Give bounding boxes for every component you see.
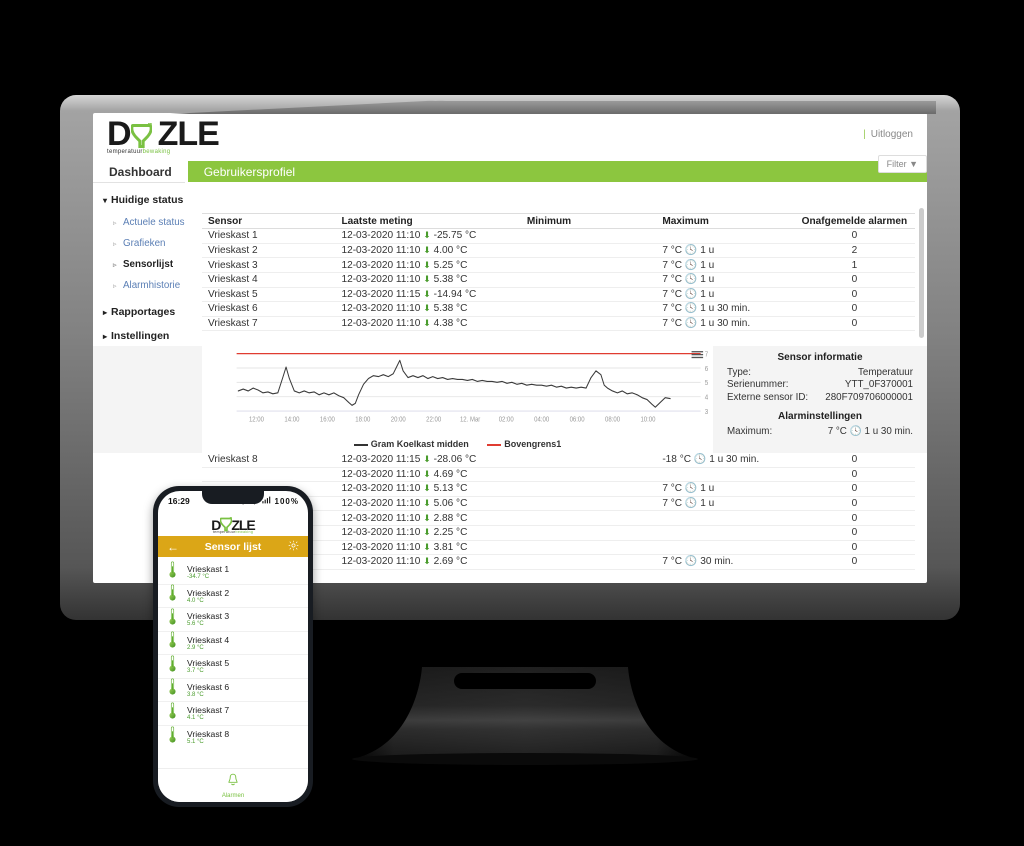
svg-text:5: 5 (705, 380, 709, 387)
svg-text:02:00: 02:00 (499, 416, 514, 423)
svg-text:14:00: 14:00 (284, 416, 299, 423)
svg-text:7: 7 (705, 351, 709, 358)
svg-text:12:00: 12:00 (249, 416, 264, 423)
svg-text:08:00: 08:00 (605, 416, 620, 423)
svg-text:10:00: 10:00 (640, 416, 655, 423)
svg-text:3: 3 (705, 409, 709, 416)
svg-text:20:00: 20:00 (391, 416, 406, 423)
svg-text:12. Mar: 12. Mar (460, 416, 481, 423)
svg-text:6: 6 (705, 366, 709, 373)
svg-text:18:00: 18:00 (355, 416, 370, 423)
svg-text:4: 4 (705, 394, 709, 401)
svg-text:16:00: 16:00 (320, 416, 335, 423)
svg-text:22:00: 22:00 (426, 416, 441, 423)
svg-text:06:00: 06:00 (570, 416, 585, 423)
svg-text:04:00: 04:00 (534, 416, 549, 423)
